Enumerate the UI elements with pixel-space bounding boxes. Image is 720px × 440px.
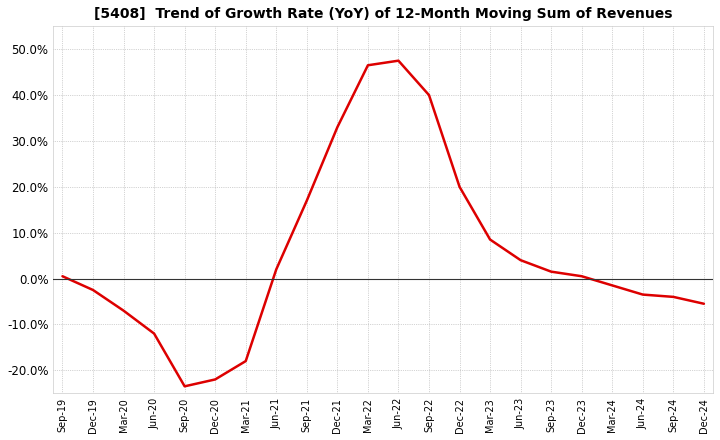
Title: [5408]  Trend of Growth Rate (YoY) of 12-Month Moving Sum of Revenues: [5408] Trend of Growth Rate (YoY) of 12-… bbox=[94, 7, 672, 21]
